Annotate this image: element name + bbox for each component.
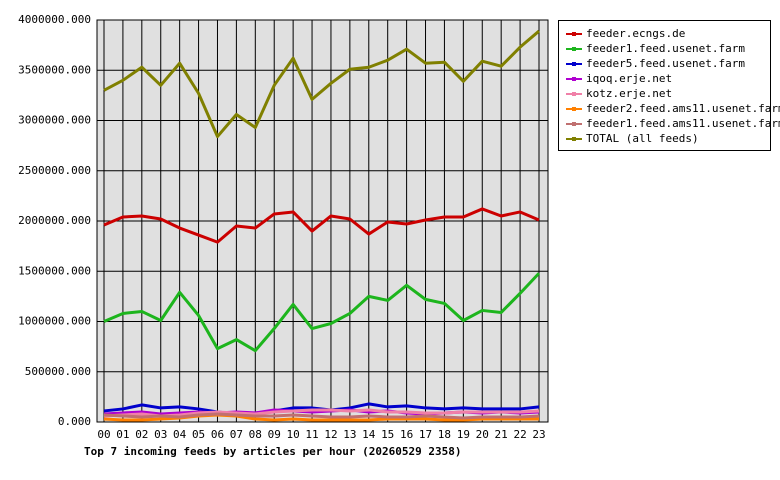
legend-label: kotz.erje.net	[586, 87, 672, 100]
legend-dot	[572, 122, 576, 126]
series-line	[103, 272, 541, 353]
x-tick-label: 08	[249, 428, 262, 441]
legend-label: feeder.ecngs.de	[586, 27, 685, 40]
series-line	[103, 412, 540, 420]
x-tick-label: 07	[230, 428, 243, 441]
legend-label: feeder1.feed.ams11.usenet.farm	[586, 117, 780, 130]
legend-dot	[572, 62, 576, 66]
legend	[558, 20, 771, 151]
x-tick-label: 14	[362, 428, 376, 441]
y-tick-label: 2500000.000	[18, 164, 91, 177]
x-tick-label: 00	[97, 428, 110, 441]
x-tick-label: 12	[324, 428, 337, 441]
series-line	[103, 29, 540, 139]
x-tick-label: 16	[400, 428, 413, 441]
legend-dot	[572, 107, 576, 111]
x-tick-label: 02	[135, 428, 148, 441]
y-tick-label: 4000000.000	[18, 13, 91, 26]
x-tick-label: 03	[154, 428, 167, 441]
y-tick-label: 1500000.000	[18, 264, 91, 277]
x-tick-label: 20	[476, 428, 489, 441]
legend-dot	[572, 47, 576, 51]
x-tick-label: 06	[211, 428, 224, 441]
x-tick-label: 18	[438, 428, 451, 441]
legend-dot	[572, 137, 576, 141]
legend-dot	[572, 77, 576, 81]
y-tick-label: 1000000.000	[18, 315, 91, 328]
series-line	[103, 408, 540, 418]
x-tick-label: 04	[173, 428, 187, 441]
legend-dot	[572, 92, 576, 96]
x-tick-label: 13	[343, 428, 356, 441]
x-tick-label: 05	[192, 428, 205, 441]
x-tick-label: 17	[419, 428, 432, 441]
x-tick-label: 15	[381, 428, 394, 441]
chart-title: Top 7 incoming feeds by articles per hou…	[84, 445, 462, 458]
y-tick-label: 3000000.000	[18, 114, 91, 127]
x-tick-label: 10	[287, 428, 300, 441]
x-tick-label: 01	[116, 428, 129, 441]
x-tick-label: 22	[513, 428, 526, 441]
x-tick-label: 11	[305, 428, 318, 441]
legend-dot	[572, 32, 576, 36]
y-tick-label: 2000000.000	[18, 214, 91, 227]
legend-label: feeder2.feed.ams11.usenet.farm	[586, 102, 780, 115]
legend-label: feeder1.feed.usenet.farm	[586, 42, 745, 55]
x-tick-label: 23	[532, 428, 545, 441]
x-tick-label: 21	[495, 428, 508, 441]
legend-label: feeder5.feed.usenet.farm	[586, 57, 745, 70]
y-tick-label: 0.000	[58, 415, 91, 428]
legend-label: iqoq.erje.net	[586, 72, 672, 85]
series-line	[103, 207, 540, 244]
x-tick-label: 19	[457, 428, 470, 441]
x-tick-label: 09	[268, 428, 281, 441]
y-tick-label: 500000.000	[25, 365, 91, 378]
y-tick-label: 3500000.000	[18, 63, 91, 76]
plot-frame	[96, 19, 549, 423]
legend-label: TOTAL (all feeds)	[586, 132, 699, 145]
